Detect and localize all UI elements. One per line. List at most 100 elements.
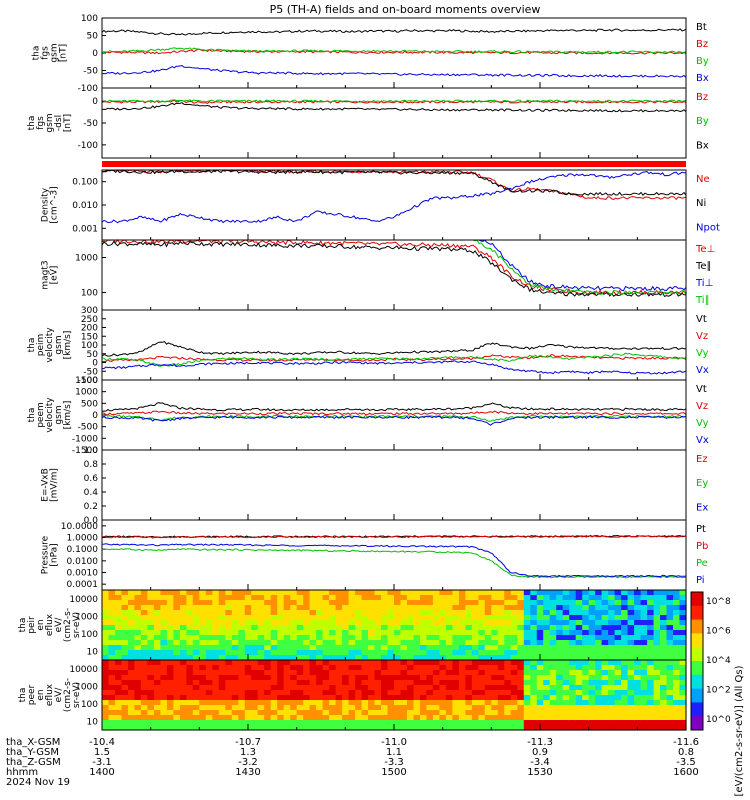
- heatmap-cell: [290, 605, 298, 611]
- heatmap-cell: [407, 655, 415, 661]
- heatmap-cell: [471, 620, 479, 626]
- heatmap-cell: [115, 595, 123, 601]
- heatmap-cell: [147, 625, 155, 631]
- heatmap-cell: [536, 715, 544, 721]
- heatmap-cell: [647, 635, 655, 641]
- heatmap-cell: [173, 640, 181, 646]
- heatmap-cell: [491, 700, 499, 706]
- heatmap-cell: [634, 645, 642, 651]
- heatmap-cell: [128, 715, 136, 721]
- heatmap-cell: [432, 600, 440, 606]
- heatmap-cell: [381, 690, 389, 696]
- heatmap-cell: [329, 645, 337, 651]
- heatmap-cell: [270, 695, 278, 701]
- heatmap-cell: [452, 705, 460, 711]
- heatmap-cell: [316, 605, 324, 611]
- heatmap-cell: [465, 655, 473, 661]
- heatmap-cell: [290, 715, 298, 721]
- y-tick-label: 0.001: [72, 224, 98, 234]
- heatmap-cell: [257, 635, 265, 641]
- heatmap-cell: [186, 715, 194, 721]
- heatmap-cell: [569, 660, 577, 666]
- y-label-line: [km/s]: [63, 331, 73, 360]
- heatmap-cell: [510, 660, 518, 666]
- heatmap-cell: [134, 660, 142, 666]
- heatmap-cell: [679, 705, 687, 711]
- heatmap-cell: [257, 720, 265, 726]
- heatmap-cell: [173, 630, 181, 636]
- legend-Ni: Ni: [696, 198, 706, 209]
- heatmap-cell: [290, 650, 298, 656]
- heatmap-cell: [432, 720, 440, 726]
- heatmap-cell: [361, 595, 369, 601]
- heatmap-cell: [303, 615, 311, 621]
- heatmap-cell: [523, 590, 531, 596]
- heatmap-cell: [160, 620, 168, 626]
- heatmap-cell: [627, 660, 635, 666]
- heatmap-cell: [179, 630, 187, 636]
- heatmap-cell: [264, 650, 272, 656]
- heatmap-cell: [335, 690, 343, 696]
- heatmap-cell: [601, 700, 609, 706]
- heatmap-cell: [329, 595, 337, 601]
- heatmap-cell: [666, 605, 674, 611]
- heatmap-cell: [536, 690, 544, 696]
- heatmap-cell: [257, 615, 265, 621]
- heatmap-cell: [595, 690, 603, 696]
- heatmap-cell: [426, 595, 434, 601]
- heatmap-cell: [160, 670, 168, 676]
- heatmap-cell: [270, 670, 278, 676]
- heatmap-cell: [471, 710, 479, 716]
- heatmap-cell: [400, 655, 408, 661]
- heatmap-cell: [400, 640, 408, 646]
- heatmap-cell: [102, 685, 110, 691]
- heatmap-cell: [445, 675, 453, 681]
- heatmap-cell: [575, 595, 583, 601]
- heatmap-cell: [627, 640, 635, 646]
- series-line-Vy: [101, 352, 687, 367]
- heatmap-cell: [277, 625, 285, 631]
- heatmap-cell: [102, 675, 110, 681]
- x-tick-value: 1530: [527, 767, 552, 778]
- heatmap-cell: [394, 625, 402, 631]
- heatmap-cell: [556, 720, 564, 726]
- heatmap-cell: [569, 650, 577, 656]
- heatmap-cell: [569, 680, 577, 686]
- heatmap-cell: [556, 610, 564, 616]
- heatmap-cell: [582, 685, 590, 691]
- heatmap-cell: [387, 640, 395, 646]
- heatmap-cell: [653, 645, 661, 651]
- heatmap-cell: [303, 720, 311, 726]
- heatmap-cell: [134, 725, 142, 731]
- heatmap-cell: [400, 685, 408, 691]
- heatmap-cell: [186, 620, 194, 626]
- heatmap-cell: [160, 715, 168, 721]
- panel-frame: [101, 87, 687, 159]
- heatmap-cell: [140, 635, 148, 641]
- legend-Pt: Pt: [696, 524, 706, 535]
- heatmap-cell: [608, 710, 616, 716]
- heatmap-cell: [128, 650, 136, 656]
- heatmap-cell: [270, 680, 278, 686]
- y-tick-label: 1000: [75, 388, 98, 398]
- heatmap-cell: [153, 655, 161, 661]
- heatmap-cell: [575, 640, 583, 646]
- heatmap-cell: [400, 600, 408, 606]
- heatmap-cell: [640, 605, 648, 611]
- heatmap-cell: [348, 625, 356, 631]
- heatmap-cell: [212, 710, 220, 716]
- heatmap-cell: [556, 600, 564, 606]
- heatmap-cell: [588, 685, 596, 691]
- heatmap-cell: [322, 595, 330, 601]
- heatmap-cell: [582, 610, 590, 616]
- heatmap-cell: [322, 690, 330, 696]
- heatmap-cell: [640, 665, 648, 671]
- heatmap-cell: [270, 700, 278, 706]
- heatmap-cell: [588, 625, 596, 631]
- heatmap-cell: [407, 675, 415, 681]
- heatmap-cell: [368, 645, 376, 651]
- heatmap-cell: [569, 605, 577, 611]
- heatmap-cell: [173, 725, 181, 731]
- heatmap-cell: [322, 625, 330, 631]
- heatmap-cell: [478, 645, 486, 651]
